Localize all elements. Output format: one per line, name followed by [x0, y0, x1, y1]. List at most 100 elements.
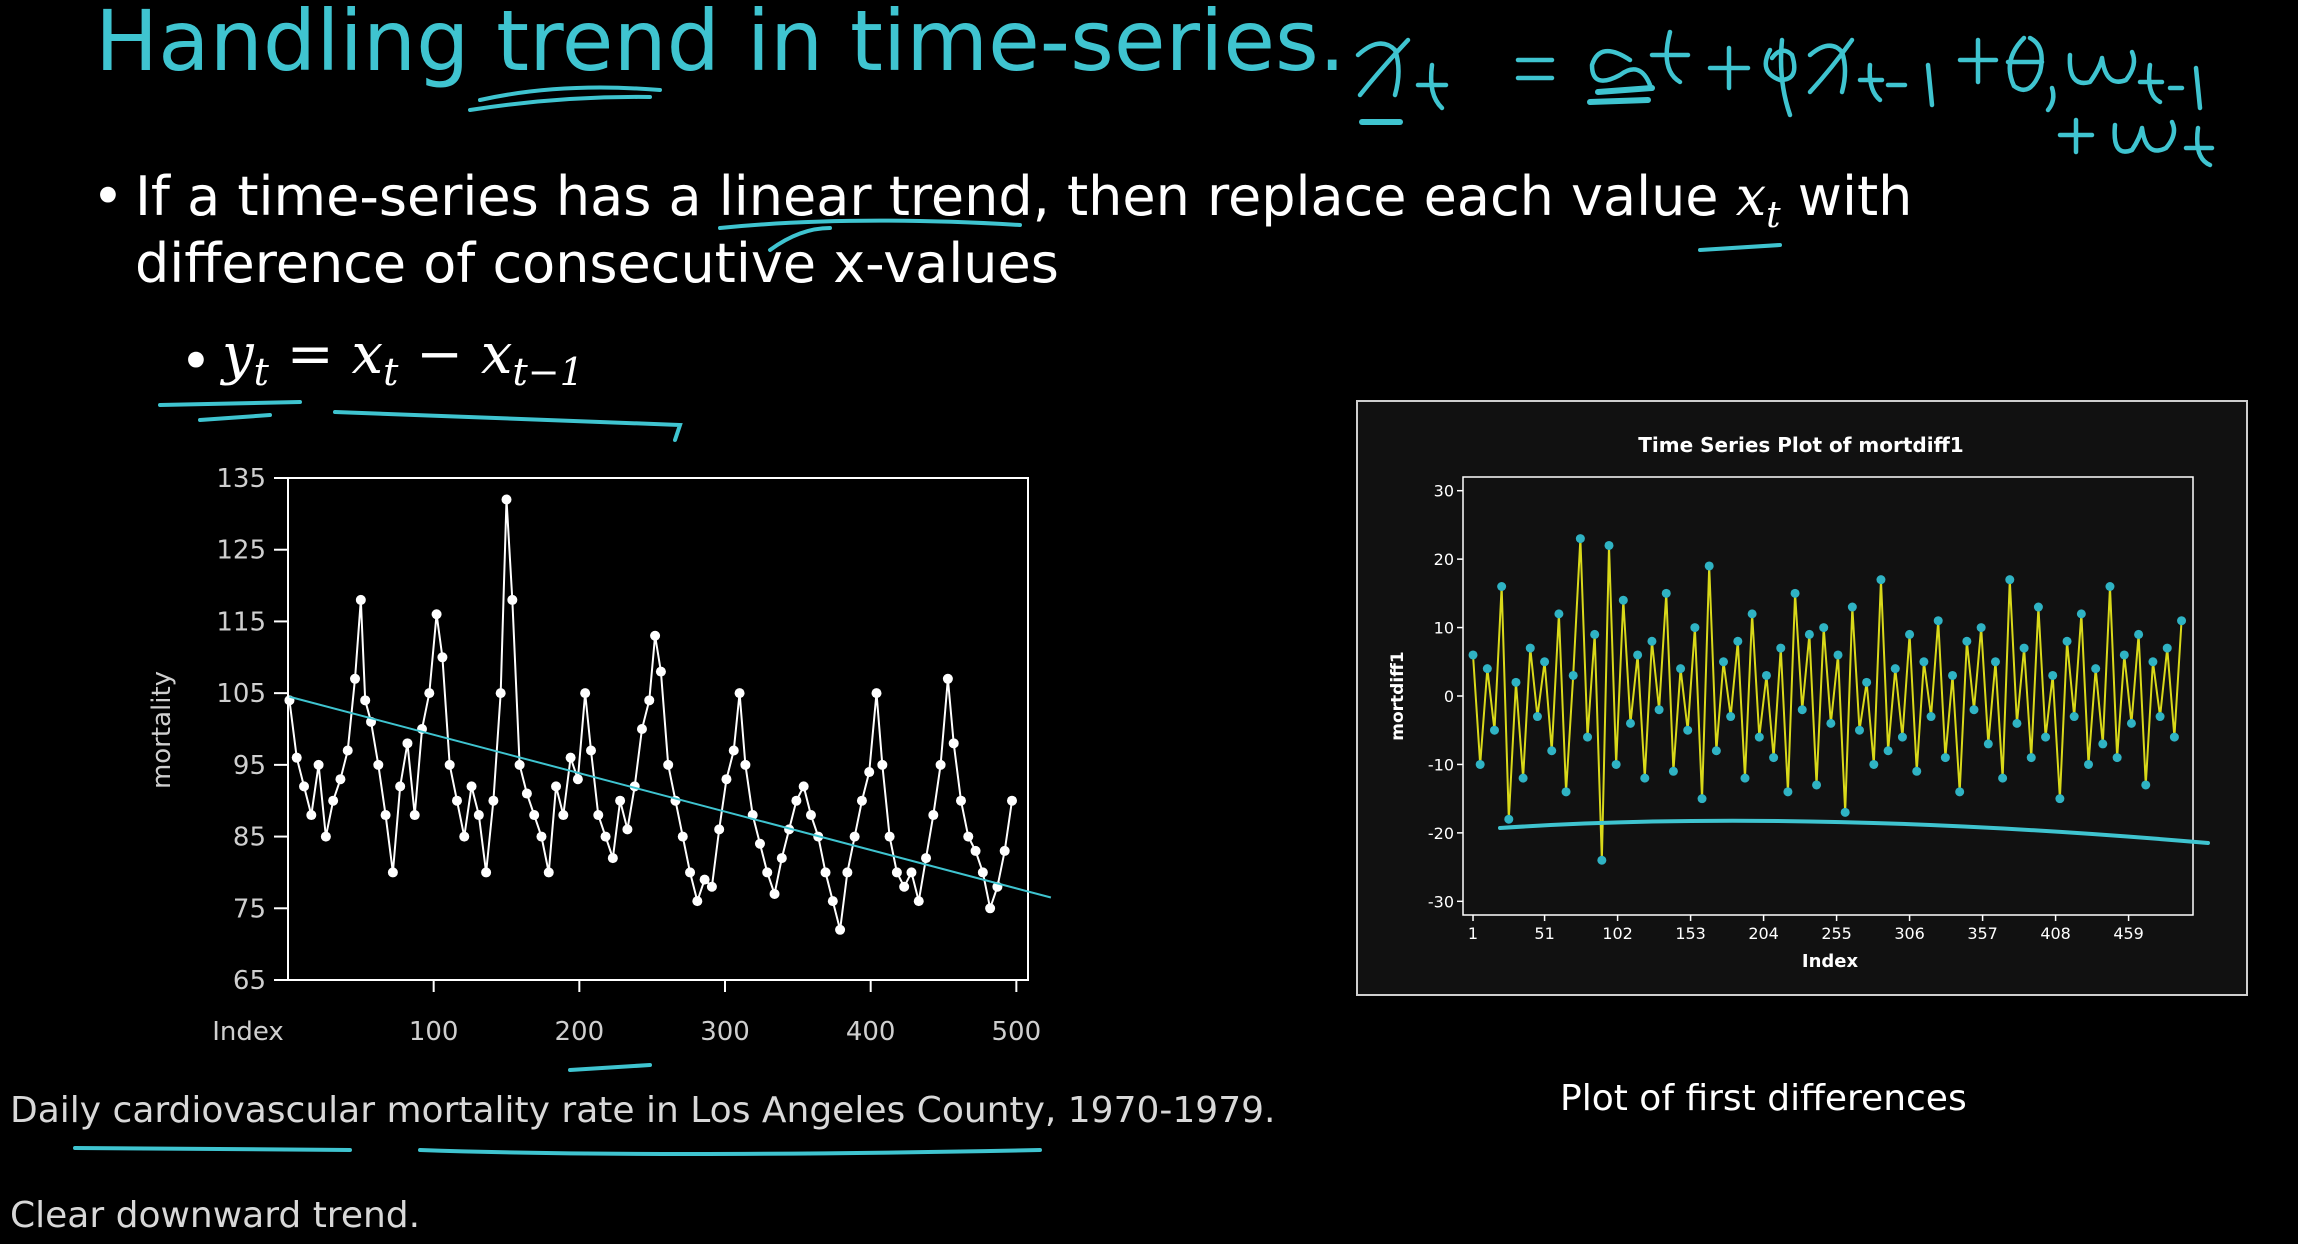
- x-tick-label: 200: [555, 1017, 605, 1047]
- mortdiff-point: [1905, 629, 1915, 639]
- mortdiff-point: [1575, 534, 1585, 544]
- x-tick-label: 51: [1534, 924, 1554, 943]
- mortality-point: [899, 881, 910, 892]
- mortality-point: [291, 752, 302, 763]
- mortdiff-point: [1862, 677, 1872, 687]
- mortality-point: [565, 752, 576, 763]
- mortdiff-point: [1597, 855, 1607, 865]
- mortality-point: [313, 759, 324, 770]
- mortality-point: [827, 896, 838, 907]
- mortality-point: [543, 867, 554, 878]
- mortality-point: [380, 810, 391, 821]
- mortdiff-point: [1847, 602, 1857, 612]
- mortality-point: [776, 853, 787, 864]
- mortdiff-point: [1933, 616, 1943, 626]
- mortdiff-point: [2048, 670, 2058, 680]
- x-tick-label: 500: [992, 1017, 1042, 1047]
- mortality-point: [600, 831, 611, 842]
- x-tick-label: 400: [846, 1017, 896, 1047]
- handwritten-model-annotation: [1355, 29, 2215, 168]
- mortdiff-point: [2084, 759, 2094, 769]
- mortality-line: [288, 499, 1013, 931]
- eq-minus: −: [416, 322, 464, 387]
- mortdiff-point: [1783, 787, 1793, 797]
- mortality-x-axis: Index 100 200 300 400 500: [212, 980, 1041, 1047]
- mortality-point: [355, 594, 366, 605]
- mortality-point: [977, 867, 988, 878]
- mortality-point: [714, 824, 725, 835]
- x-tick-label: 204: [1748, 924, 1779, 943]
- mortdiff-point: [2162, 643, 2172, 653]
- y-tick-label: 135: [216, 464, 266, 494]
- mortality-point: [734, 688, 745, 699]
- sub-bullet-marker: •: [180, 330, 212, 393]
- mortality-series: [284, 494, 1017, 935]
- mortality-point: [864, 767, 875, 778]
- mortdiff-point: [2019, 643, 2029, 653]
- mortdiff-point: [1625, 718, 1635, 728]
- mortdiff-line: [1472, 538, 2183, 861]
- mortality-point: [677, 831, 688, 842]
- mortality-point: [437, 652, 448, 663]
- mortality-point: [402, 738, 413, 749]
- eq-x-lag-sub: t−1: [512, 350, 584, 395]
- mortdiff-point: [1690, 623, 1700, 633]
- mortality-point: [928, 810, 939, 821]
- mortality-point: [444, 759, 455, 770]
- eq-y: y: [222, 322, 254, 387]
- mortdiff-point: [1583, 732, 1593, 742]
- y-tick-label: 85: [233, 823, 266, 853]
- mortdiff-point: [1719, 657, 1729, 667]
- x-tick-label: 306: [1894, 924, 1925, 943]
- mortality-point: [395, 781, 406, 792]
- mortdiff-point: [1819, 623, 1829, 633]
- mortdiff-point: [1940, 753, 1950, 763]
- mortality-point: [551, 781, 562, 792]
- y-tick-label: 75: [233, 894, 266, 924]
- mortdiff-point: [2091, 664, 2101, 674]
- mortdiff-point: [1804, 629, 1814, 639]
- mortdiff-point: [1854, 725, 1864, 735]
- mortality-point: [459, 831, 470, 842]
- mortality-point: [644, 695, 655, 706]
- mortdiff-point: [1711, 746, 1721, 756]
- y-tick-label: 0: [1444, 687, 1454, 706]
- mortality-point: [699, 874, 710, 885]
- bullet-1-pre: If a time-series has a linear trend, the…: [135, 165, 1736, 228]
- underline-trend-2: [468, 94, 652, 112]
- mortdiff-point: [2098, 739, 2108, 749]
- mortdiff-point: [1661, 588, 1671, 598]
- mortality-point: [521, 788, 532, 799]
- mortality-point: [877, 759, 888, 770]
- mortdiff-point: [1812, 780, 1822, 790]
- eq-equals: =: [286, 322, 334, 387]
- mortality-point: [663, 759, 674, 770]
- mortality-point: [622, 824, 633, 835]
- mortdiff-point: [1883, 746, 1893, 756]
- x-tick-label: 408: [2040, 924, 2071, 943]
- mortality-point: [754, 838, 765, 849]
- mortality-point: [488, 795, 499, 806]
- mortality-point: [507, 594, 518, 605]
- variable-x-sub: t: [1766, 194, 1781, 236]
- mortality-point: [685, 867, 696, 878]
- x-tick-label: 459: [2113, 924, 2144, 943]
- mortdiff-chart-panel: Time Series Plot of mortdiff1 -30 -20 -10 0…: [1356, 400, 2248, 996]
- mortdiff-point: [2076, 609, 2086, 619]
- mortdiff-point: [2033, 602, 2043, 612]
- mortality-point: [529, 810, 540, 821]
- mortality-point: [906, 867, 917, 878]
- mortdiff-point: [2069, 712, 2079, 722]
- mortdiff-point: [1969, 705, 1979, 715]
- eq-y-sub: t: [253, 350, 269, 395]
- mortdiff-point: [1976, 623, 1986, 633]
- mortdiff-point: [2155, 712, 2165, 722]
- mortdiff-point: [1668, 766, 1678, 776]
- mortdiff-point: [1926, 712, 1936, 722]
- mortdiff-point: [1990, 657, 2000, 667]
- mortality-point: [948, 738, 959, 749]
- mortdiff-point: [1683, 725, 1693, 735]
- mortdiff-point: [1540, 657, 1550, 667]
- mortality-point: [360, 695, 371, 706]
- mortality-point: [842, 867, 853, 878]
